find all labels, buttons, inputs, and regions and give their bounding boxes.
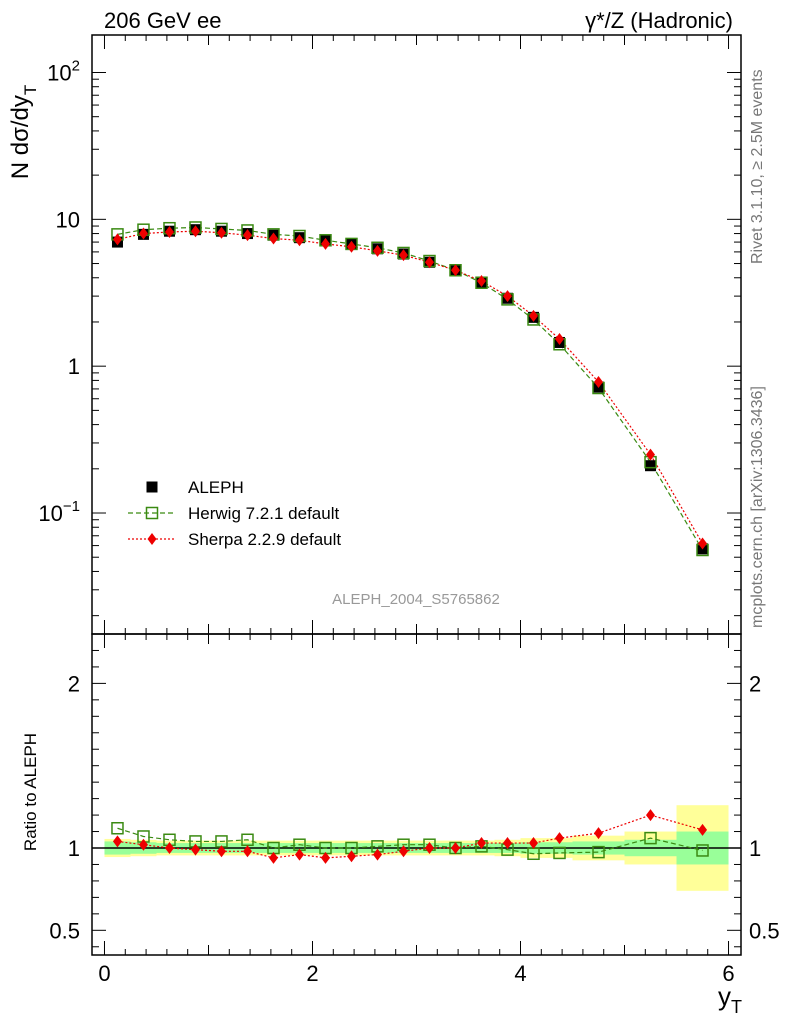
y-tick-label-right: 2 (749, 671, 761, 696)
y-tick-label: 2 (68, 671, 80, 696)
herwig-ratio-point (644, 831, 657, 845)
sherpa-point (594, 376, 604, 389)
sherpa-point (268, 232, 278, 245)
sherpa-point (320, 237, 330, 250)
sherpa-point (555, 333, 565, 346)
sherpa-ratio-point (503, 837, 513, 850)
herwig-ratio-point (592, 845, 605, 859)
header-left-label: 206 GeV ee (104, 8, 221, 33)
herwig-line (117, 226, 704, 551)
sherpa-point (294, 234, 304, 247)
y-tick-label: 10−1 (38, 498, 80, 526)
sherpa-ratio-point (372, 848, 382, 861)
sherpa-point (216, 226, 226, 239)
sherpa-ratio-point (190, 843, 200, 856)
legend-aleph-label: ALEPH (188, 478, 244, 497)
y-tick-label: 0.5 (49, 918, 80, 943)
sherpa-ratio-point (425, 842, 435, 854)
herwig-ratio-point (111, 821, 124, 835)
x-tick-label: 4 (514, 961, 526, 986)
ratio-panel: 0 2 4 6 0.5 0.5 1 1 2 2 (49, 633, 780, 986)
legend-herwig-label: Herwig 7.2.1 default (188, 504, 339, 523)
sherpa-point (503, 290, 513, 303)
herwig-ratio-point (696, 844, 709, 857)
header-right-label: γ*/Z (Hadronic) (585, 8, 733, 33)
herwig-ratio-point (241, 833, 254, 847)
sherpa-ratio-point (216, 845, 226, 858)
herwig-ratio-point (553, 846, 566, 860)
analysis-watermark: ALEPH_2004_S5765862 (332, 591, 500, 608)
legend-aleph-marker (146, 481, 158, 493)
sherpa-point (451, 264, 461, 277)
sherpa-ratio-point (164, 842, 174, 854)
y-tick-label-exponent: −1 (63, 498, 80, 515)
y-tick-label-exponent: 2 (72, 57, 80, 74)
sherpa-ratio-point (112, 835, 122, 848)
y-tick-label-right: 1 (749, 836, 761, 861)
sherpa-point (646, 448, 656, 461)
main-y-axis-title: N dσ/dyT (7, 85, 40, 180)
sherpa-ratio-point (555, 832, 565, 845)
y-tick-label-right: 0.5 (749, 918, 780, 943)
y-tick-label: 1 (68, 836, 80, 861)
y-tick-label: 10 (56, 207, 80, 232)
herwig-ratio-line (117, 827, 703, 855)
y-tick-label-base: 10 (47, 60, 71, 85)
ratio-frame (91, 633, 742, 956)
sherpa-point (698, 537, 708, 550)
mcplots-reference-label: mcplots.cern.ch [arXiv:1306.3436] (749, 386, 766, 628)
x-tick-label: 6 (722, 961, 734, 986)
main-y-axis-title-text: N dσ/dy (7, 95, 34, 179)
sherpa-ratio-point (451, 842, 461, 854)
main-y-axis-title-subscript: T (21, 85, 40, 95)
x-axis-title-text: y (718, 981, 731, 1011)
sherpa-point (529, 309, 539, 322)
legend-herwig-marker (145, 506, 159, 520)
sherpa-ratio-point (242, 845, 252, 858)
y-tick-label: 102 (47, 57, 80, 85)
sherpa-ratio-point (398, 845, 408, 858)
ratio-y-axis-title: Ratio to ALEPH (21, 733, 40, 851)
sherpa-ratio-point (646, 809, 656, 822)
sherpa-ratio-point (138, 838, 148, 851)
sherpa-ratio-point (268, 851, 278, 864)
sherpa-ratio-point (477, 837, 487, 850)
aleph-point (645, 460, 657, 472)
sherpa-point (112, 233, 122, 246)
sherpa-point (372, 244, 382, 257)
x-tick-label: 0 (98, 961, 110, 986)
x-axis-title: yT (718, 981, 742, 1017)
sherpa-point (425, 256, 435, 269)
sherpa-point (242, 229, 252, 242)
sherpa-point (346, 240, 356, 253)
legend: ALEPH Herwig 7.2.1 default Sherpa 2.2.9 de… (128, 478, 341, 549)
y-tick-label-base: 10 (38, 501, 62, 526)
sherpa-ratio-point (594, 827, 604, 840)
sherpa-ratio-point (529, 837, 539, 850)
sherpa-point (138, 227, 148, 240)
sherpa-ratio-point (320, 851, 330, 864)
sherpa-point (477, 275, 487, 288)
sherpa-point (164, 225, 174, 238)
rivet-version-label: Rivet 3.1.10, ≥ 2.5M events (749, 69, 766, 264)
x-tick-label: 2 (306, 961, 318, 986)
sherpa-point (398, 249, 408, 262)
legend-sherpa-label: Sherpa 2.2.9 default (188, 530, 341, 549)
sherpa-point (190, 225, 200, 238)
sherpa-ratio-point (346, 850, 356, 863)
x-axis-title-subscript: T (731, 997, 742, 1017)
legend-sherpa-marker (147, 533, 157, 545)
y-tick-label: 1 (68, 354, 80, 379)
sherpa-ratio-point (698, 823, 708, 836)
sherpa-ratio-point (294, 848, 304, 861)
